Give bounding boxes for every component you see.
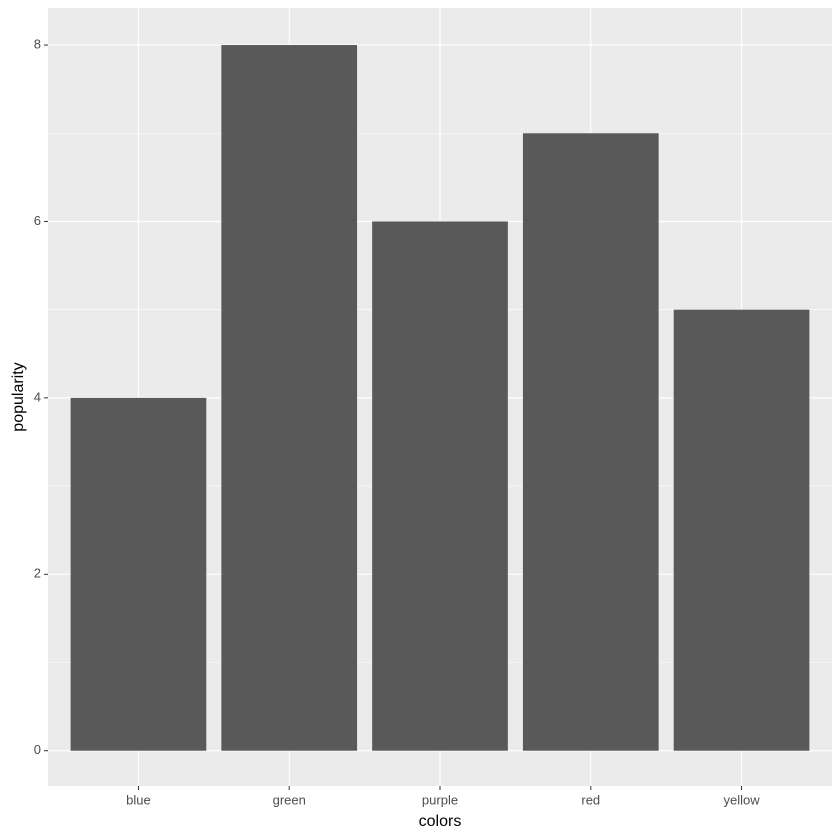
bar xyxy=(673,309,810,751)
x-tick-label: purple xyxy=(422,792,458,807)
y-tick-label: 6 xyxy=(34,213,41,228)
bar xyxy=(70,397,207,751)
y-tick-label: 8 xyxy=(34,36,41,51)
y-tick-label: 4 xyxy=(34,389,41,404)
x-tick-label: blue xyxy=(126,792,151,807)
x-tick-label: green xyxy=(273,792,306,807)
x-axis-title: colors xyxy=(419,813,462,830)
bar xyxy=(221,45,358,751)
x-tick-label: yellow xyxy=(723,792,760,807)
y-tick-label: 0 xyxy=(34,742,41,757)
y-tick-label: 2 xyxy=(34,566,41,581)
y-axis-title: popularity xyxy=(10,362,27,431)
bar xyxy=(522,133,659,751)
bar xyxy=(372,221,508,751)
x-tick-label: red xyxy=(581,792,600,807)
